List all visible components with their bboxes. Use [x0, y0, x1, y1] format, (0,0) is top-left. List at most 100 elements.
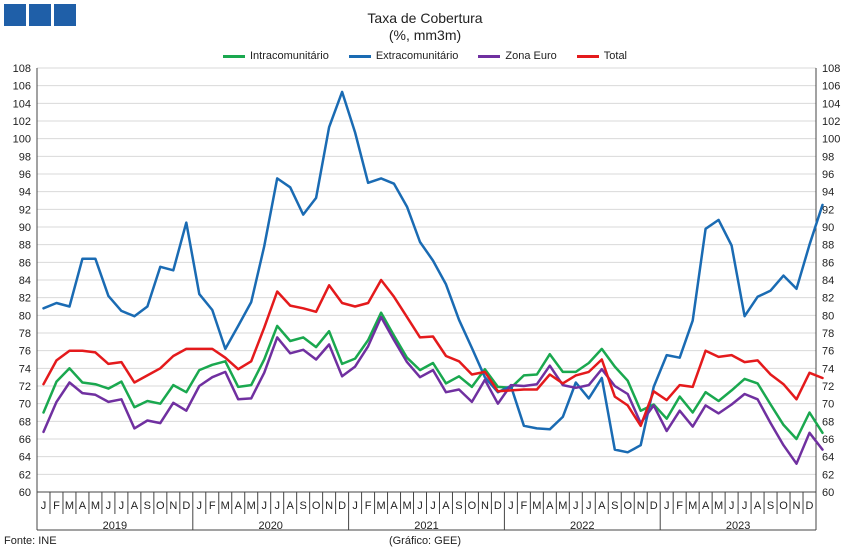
x-tick-label-month: J	[261, 500, 267, 512]
y-tick-label-left: 78	[19, 328, 31, 340]
y-tick-label-left: 96	[19, 169, 31, 181]
legend-item: Total	[576, 50, 628, 62]
y-tick-label-left: 74	[19, 363, 31, 375]
x-tick-label-month: A	[598, 500, 606, 512]
x-tick-label-month: S	[611, 500, 618, 512]
x-tick-label-month: J	[417, 500, 423, 512]
y-tick-label-left: 60	[19, 487, 31, 499]
y-tick-label-left: 92	[19, 204, 31, 216]
y-tick-label-right: 60	[822, 487, 834, 499]
series-line-intracomunitario	[42, 311, 824, 441]
y-tick-label-left: 62	[19, 469, 31, 481]
x-tick-label-month: M	[558, 500, 567, 512]
y-tick-label-right: 88	[822, 240, 834, 252]
legend-item: Intracomunitário	[222, 50, 329, 62]
x-tick-label-month: M	[247, 500, 256, 512]
x-tick-label-month: J	[274, 500, 280, 512]
chart-subtitle: (%, mm3m)	[388, 27, 462, 43]
x-tick-label-month: J	[197, 500, 203, 512]
y-tick-label-right: 72	[822, 381, 834, 393]
x-tick-label-month: A	[546, 500, 554, 512]
x-tick-label-month: J	[508, 500, 514, 512]
x-tick-label-month: D	[806, 500, 814, 512]
y-tick-label-right: 102	[822, 116, 840, 128]
series-line-zona-euro	[42, 315, 824, 465]
y-tick-label-right: 90	[822, 222, 834, 234]
legend-item: Extracomunitário	[348, 50, 459, 62]
x-tick-label-month: M	[688, 500, 697, 512]
x-tick-label-month: J	[106, 500, 112, 512]
x-tick-label-month: D	[650, 500, 658, 512]
x-tick-label-month: A	[287, 500, 295, 512]
x-tick-label-month: A	[235, 500, 243, 512]
x-tick-label-year: 2023	[726, 520, 750, 532]
x-tick-label-month: M	[714, 500, 723, 512]
x-tick-label-month: J	[41, 500, 47, 512]
y-tick-label-left: 102	[13, 116, 31, 128]
legend-label: Extracomunitário	[375, 50, 459, 62]
x-tick-label-month: D	[338, 500, 346, 512]
y-tick-label-left: 84	[19, 275, 31, 287]
legend-label: Zona Euro	[505, 50, 557, 62]
y-tick-label-right: 64	[822, 452, 834, 464]
y-tick-label-left: 100	[13, 134, 31, 146]
y-tick-label-right: 80	[822, 310, 834, 322]
x-tick-label-month: M	[402, 500, 411, 512]
x-tick-label-month: A	[390, 500, 398, 512]
y-tick-label-left: 88	[19, 240, 31, 252]
x-tick-label-month: N	[793, 500, 801, 512]
logo-block	[4, 4, 26, 26]
x-tick-label-month: J	[430, 500, 436, 512]
legend-item: Zona Euro	[478, 50, 557, 62]
y-tick-label-right: 94	[822, 187, 834, 199]
x-tick-label-month: A	[79, 500, 87, 512]
logo-block	[54, 4, 76, 26]
x-tick-label-year: 2022	[570, 520, 594, 532]
x-tick-label-month: M	[91, 500, 100, 512]
y-tick-label-left: 72	[19, 381, 31, 393]
chart-title: Taxa de Cobertura	[367, 10, 483, 26]
x-tick-label-month: F	[521, 500, 528, 512]
y-tick-label-right: 82	[822, 293, 834, 305]
y-tick-label-right: 98	[822, 151, 834, 163]
x-tick-label-month: J	[664, 500, 670, 512]
y-tick-label-right: 106	[822, 81, 840, 93]
y-tick-label-right: 108	[822, 63, 840, 75]
y-tick-label-left: 94	[19, 187, 31, 199]
x-tick-label-year: 2020	[258, 520, 282, 532]
series-line-extracomunitario	[42, 90, 824, 454]
y-tick-label-right: 100	[822, 134, 840, 146]
x-tick-label-month: M	[221, 500, 230, 512]
series-line-total	[42, 278, 824, 428]
x-tick-label-month: S	[144, 500, 151, 512]
x-tick-label-month: J	[729, 500, 735, 512]
x-tick-label-month: D	[494, 500, 502, 512]
legend-label: Total	[603, 50, 628, 62]
x-tick-label-month: S	[455, 500, 462, 512]
y-tick-label-left: 86	[19, 257, 31, 269]
y-tick-label-left: 90	[19, 222, 31, 234]
y-tick-label-right: 70	[822, 399, 834, 411]
y-tick-label-left: 76	[19, 346, 31, 358]
y-tick-label-left: 82	[19, 293, 31, 305]
y-tick-label-left: 64	[19, 452, 31, 464]
y-tick-label-left: 106	[13, 81, 31, 93]
x-tick-label-month: J	[586, 500, 592, 512]
x-tick-label-month: N	[637, 500, 645, 512]
y-tick-label-right: 62	[822, 469, 834, 481]
y-tick-label-right: 76	[822, 346, 834, 358]
y-tick-label-left: 66	[19, 434, 31, 446]
legend-swatch	[576, 54, 599, 58]
x-tick-label-month: A	[754, 500, 762, 512]
y-tick-label-right: 68	[822, 416, 834, 428]
y-tick-label-right: 74	[822, 363, 834, 375]
x-tick-label-month: O	[779, 500, 788, 512]
x-tick-label-month: M	[376, 500, 385, 512]
x-tick-label-month: F	[209, 500, 216, 512]
chart-title-block: Taxa de Cobertura (%, mm3m)	[0, 10, 850, 44]
x-tick-label-month: N	[169, 500, 177, 512]
x-tick-label-month: F	[676, 500, 683, 512]
y-tick-label-left: 80	[19, 310, 31, 322]
y-tick-label-left: 104	[13, 98, 31, 110]
